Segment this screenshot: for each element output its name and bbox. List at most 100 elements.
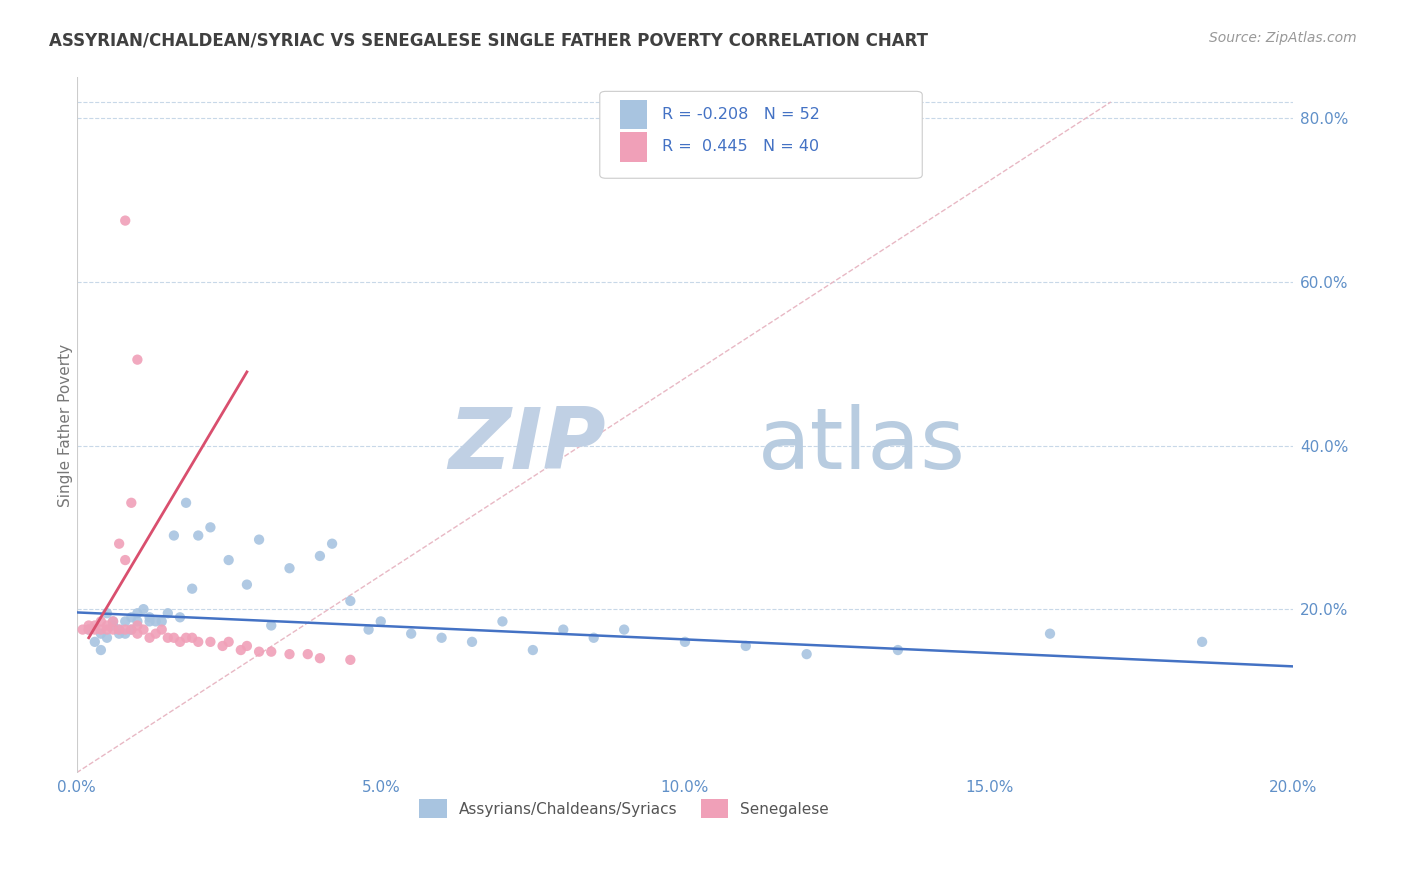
Point (339, 653, 361, 667)
Point (156, 631, 179, 645)
Point (339, 594, 361, 608)
Point (120, 623, 142, 637)
Point (200, 520, 222, 534)
Point (553, 623, 575, 637)
Point (399, 626, 422, 640)
Text: R = -0.208   N = 52: R = -0.208 N = 52 (662, 107, 820, 122)
Point (114, 626, 136, 640)
Point (127, 606, 149, 620)
Point (278, 561, 301, 575)
Point (90, 615, 112, 629)
Legend: Assyrians/Chaldeans/Syriacs, Senegalese: Assyrians/Chaldeans/Syriacs, Senegalese (413, 793, 835, 824)
Point (200, 635, 222, 649)
Point (236, 577, 259, 591)
Point (114, 623, 136, 637)
Point (174, 631, 197, 645)
Point (156, 606, 179, 620)
Point (150, 623, 173, 637)
Point (96, 623, 118, 637)
Point (77, 618, 100, 632)
Point (101, 618, 124, 632)
FancyBboxPatch shape (600, 91, 922, 178)
Point (613, 623, 636, 637)
Point (169, 635, 191, 649)
Point (83, 618, 105, 632)
Point (108, 537, 131, 551)
Point (181, 631, 204, 645)
Point (96, 606, 118, 620)
Point (114, 553, 136, 567)
Point (114, 213, 136, 227)
Point (150, 615, 173, 629)
Point (887, 643, 910, 657)
Point (138, 610, 160, 624)
Point (734, 639, 756, 653)
Text: ZIP: ZIP (449, 404, 606, 487)
Point (297, 647, 319, 661)
Point (96, 631, 118, 645)
Point (77, 623, 100, 637)
Point (108, 623, 131, 637)
FancyBboxPatch shape (620, 100, 647, 128)
Point (673, 635, 696, 649)
Point (163, 528, 186, 542)
Point (321, 537, 343, 551)
Point (236, 639, 259, 653)
Text: ASSYRIAN/CHALDEAN/SYRIAC VS SENEGALESE SINGLE FATHER POVERTY CORRELATION CHART: ASSYRIAN/CHALDEAN/SYRIAC VS SENEGALESE S… (49, 31, 928, 49)
Point (138, 615, 160, 629)
Point (90, 623, 112, 637)
Point (127, 352, 149, 367)
Point (90, 626, 112, 640)
Point (163, 631, 186, 645)
Y-axis label: Single Father Poverty: Single Father Poverty (58, 343, 73, 507)
Point (132, 623, 155, 637)
Point (127, 626, 149, 640)
Point (278, 647, 301, 661)
Point (120, 610, 142, 624)
Point (582, 631, 605, 645)
Text: Source: ZipAtlas.com: Source: ZipAtlas.com (1209, 31, 1357, 45)
Point (187, 635, 209, 649)
Point (181, 582, 204, 596)
Point (101, 615, 124, 629)
Point (90, 643, 112, 657)
Point (260, 618, 283, 632)
Point (77, 623, 100, 637)
Point (1191, 635, 1213, 649)
Point (108, 623, 131, 637)
Point (309, 549, 332, 563)
Point (72, 623, 94, 637)
FancyBboxPatch shape (620, 132, 647, 161)
Point (132, 602, 155, 616)
Point (114, 615, 136, 629)
Point (357, 623, 380, 637)
Point (83, 623, 105, 637)
Point (260, 645, 283, 659)
Point (229, 643, 252, 657)
Point (145, 626, 167, 640)
Point (309, 651, 332, 665)
Point (522, 643, 544, 657)
Point (796, 647, 818, 661)
Point (247, 533, 270, 547)
Point (169, 610, 191, 624)
Point (101, 615, 124, 629)
Text: atlas: atlas (758, 404, 966, 487)
Point (120, 496, 142, 510)
Point (127, 615, 149, 629)
Point (138, 631, 160, 645)
Point (491, 615, 513, 629)
Point (211, 639, 233, 653)
Point (187, 528, 209, 542)
Point (96, 618, 118, 632)
Point (247, 645, 270, 659)
Point (1039, 626, 1062, 640)
Point (218, 553, 240, 567)
Point (108, 626, 131, 640)
Point (145, 615, 167, 629)
Point (461, 635, 484, 649)
Point (127, 618, 149, 632)
Point (218, 635, 240, 649)
Point (370, 615, 392, 629)
Point (101, 623, 124, 637)
